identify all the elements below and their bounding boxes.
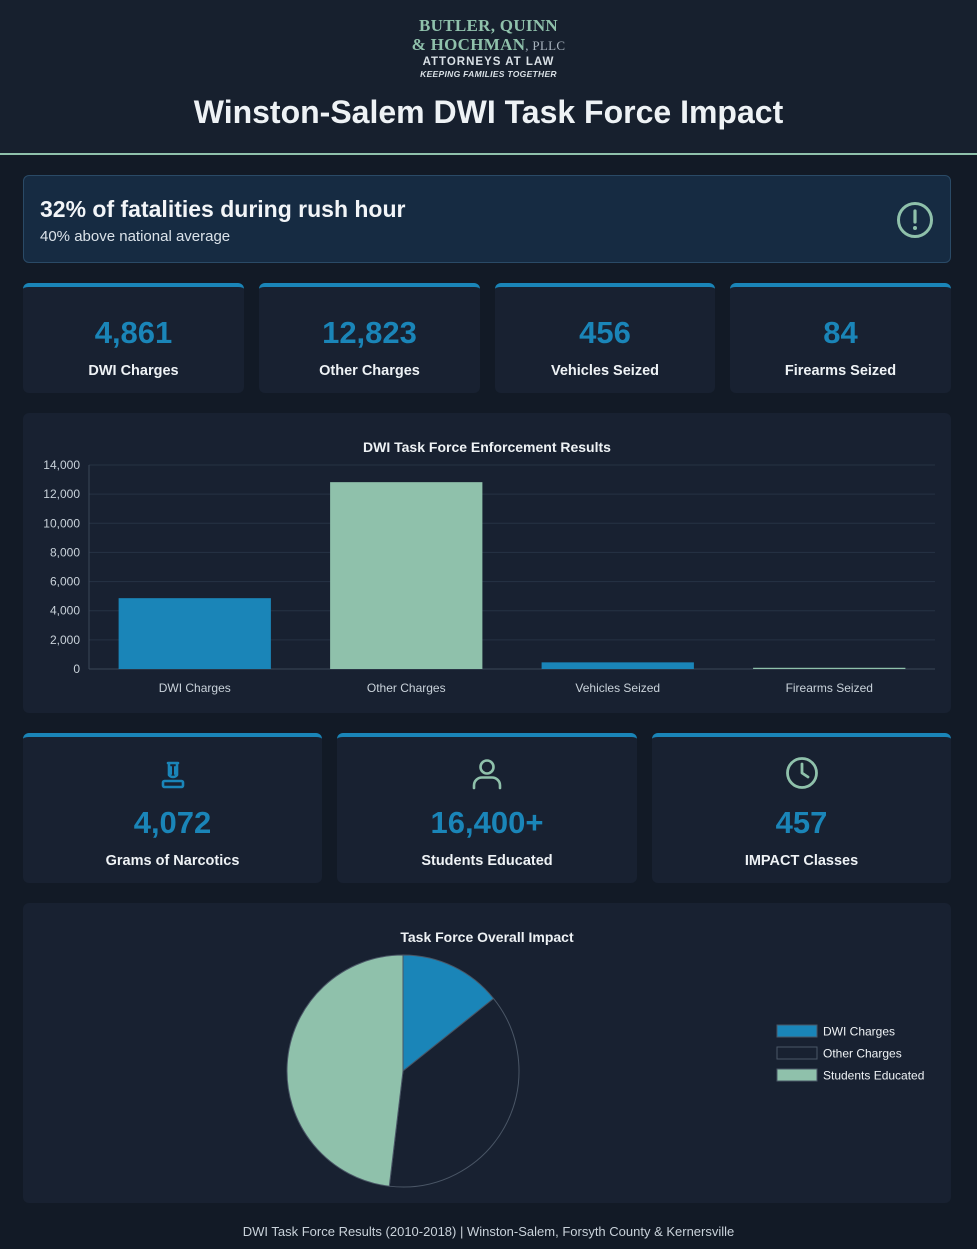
bar-chart: 0 2,000 4,000 6,000 8,000 10,000 12,000 14,000 D…	[43, 458, 935, 695]
stat-card-dwi-charges: 4,861 DWI Charges	[23, 283, 244, 393]
y-tick-label: 0	[73, 662, 80, 676]
stat-label: Vehicles Seized	[550, 363, 659, 379]
legend-swatch	[776, 1024, 818, 1038]
y-tick-label: 8,000	[50, 545, 80, 559]
pie-chart-panel: Task Force Overall Impact DWI Charges Oth…	[23, 903, 951, 1203]
stat-value: 16,400+	[430, 805, 544, 840]
footer: DWI Task Force Results (2010-2018) | Win…	[242, 1224, 735, 1239]
stat-value: 4,861	[94, 315, 173, 350]
y-tick-label: 4,000	[50, 604, 80, 618]
stat-card-impact-classes: 457 IMPACT Classes	[652, 733, 951, 883]
logo-motto: KEEPING FAMILIES TOGETHER	[420, 69, 557, 79]
x-tick-label: Other Charges	[367, 681, 446, 695]
pie-chart-title: Task Force Overall Impact	[400, 929, 574, 945]
stat-value: 4,072	[133, 805, 212, 840]
header: BUTLER, QUINN & HOCHMAN, PLLC ATTORNEYS …	[0, 0, 977, 155]
y-tick-label: 12,000	[43, 487, 80, 501]
clock-icon	[785, 757, 818, 789]
logo-pllc: , PLLC	[525, 38, 566, 53]
stat-card-students: 16,400+ Students Educated	[337, 733, 637, 883]
legend-label: Other Charges	[823, 1047, 902, 1061]
bar-chart-title: DWI Task Force Enforcement Results	[363, 439, 611, 455]
bar-firearms-seized[interactable]	[753, 667, 906, 669]
user-icon	[472, 759, 502, 790]
stat-label: DWI Charges	[88, 363, 179, 379]
stat-label: Firearms Seized	[784, 363, 897, 379]
logo-line2: & HOCHMAN, PLLC	[0, 35, 977, 55]
pie-slice-other-charges[interactable]	[388, 997, 520, 1188]
stat-label: Students Educated	[421, 853, 553, 869]
firm-logo[interactable]: BUTLER, QUINN & HOCHMAN, PLLC ATTORNEYS …	[0, 16, 977, 80]
pie-slice-students-educated[interactable]	[286, 954, 404, 1187]
stat-card-firearms-seized: 84 Firearms Seized	[730, 283, 951, 393]
legend-label: DWI Charges	[823, 1025, 895, 1039]
logo-line1: BUTLER, QUINN	[419, 16, 558, 35]
x-tick-label: Firearms Seized	[786, 681, 873, 695]
bar-vehicles-seized[interactable]	[541, 662, 694, 669]
y-tick-label: 10,000	[43, 516, 80, 530]
bar-dwi-charges[interactable]	[118, 598, 271, 669]
legend-swatch	[776, 1046, 818, 1060]
pie-chart: DWI Charges Other Charges Students Educate…	[286, 954, 924, 1188]
bar-other-charges[interactable]	[330, 482, 483, 669]
stat-label: Other Charges	[319, 363, 420, 379]
y-tick-label: 6,000	[50, 575, 80, 589]
stat-card-other-charges: 12,823 Other Charges	[259, 283, 480, 393]
alert-subtitle: 40% above national average	[40, 228, 231, 245]
alert-banner: 32% of fatalities during rush hour 40% a…	[23, 175, 951, 263]
x-tick-label: DWI Charges	[159, 681, 231, 695]
logo-firm-name: & HOCHMAN	[411, 35, 526, 54]
flask-icon	[161, 761, 184, 789]
logo-tagline: ATTORNEYS AT LAW	[422, 56, 555, 68]
stat-value: 12,823	[322, 315, 417, 350]
y-tick-label: 2,000	[50, 633, 80, 647]
bar-chart-panel: DWI Task Force Enforcement Results 0 2,00…	[23, 413, 951, 713]
stat-card-vehicles-seized: 456 Vehicles Seized	[495, 283, 715, 393]
stat-value: 84	[823, 315, 858, 350]
legend-label: Students Educated	[823, 1069, 924, 1083]
pie-slice-dwi-charges[interactable]	[402, 954, 495, 1073]
stat-label: IMPACT Classes	[744, 853, 859, 869]
legend-swatch	[776, 1068, 818, 1082]
stat-value: 456	[579, 315, 631, 350]
stat-value: 457	[775, 805, 828, 840]
alert-title: 32% of fatalities during rush hour	[40, 196, 406, 222]
stat-card-narcotics: 4,072 Grams of Narcotics	[23, 733, 322, 883]
alert-circle-icon	[897, 202, 933, 238]
page-title: Winston-Salem DWI Task Force Impact	[193, 94, 784, 130]
x-tick-label: Vehicles Seized	[575, 681, 660, 695]
stat-label: Grams of Narcotics	[105, 853, 240, 869]
y-tick-label: 14,000	[43, 458, 80, 472]
